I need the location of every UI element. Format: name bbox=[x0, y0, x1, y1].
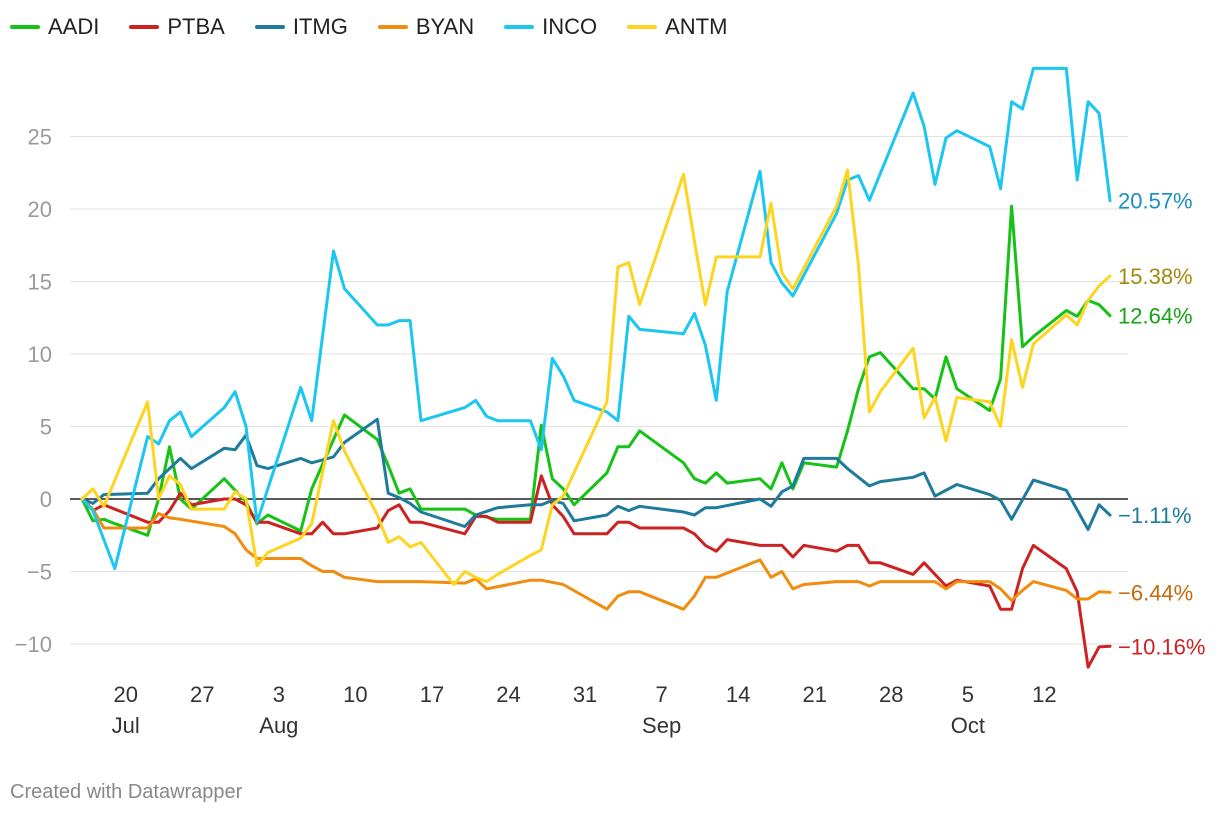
series-lines bbox=[80, 66, 1112, 669]
y-tick-label: 20 bbox=[28, 197, 52, 222]
series-line-byan bbox=[80, 497, 1112, 611]
y-tick-label: 5 bbox=[40, 415, 52, 440]
end-label-inco: 20.57% bbox=[1118, 189, 1193, 214]
legend-swatch bbox=[377, 25, 408, 29]
end-label-antm: 15.38% bbox=[1118, 264, 1193, 289]
y-tick-label: 0 bbox=[40, 487, 52, 512]
line-chart: −10 −5 0 5 10 15 20 25 20 Jul 27 3 Aug 10 17 24 31 7 Sep 1… bbox=[15, 66, 1205, 738]
end-label-byan: −6.44% bbox=[1118, 580, 1193, 605]
end-label-itmg: −1.11% bbox=[1118, 503, 1192, 528]
x-tick-label: 5 bbox=[962, 682, 974, 707]
x-month-label: Sep bbox=[642, 713, 681, 738]
x-tick-label: 10 bbox=[343, 682, 367, 707]
x-tick-label: 20 bbox=[114, 682, 138, 707]
legend-item-ptba: PTBA bbox=[129, 14, 225, 40]
x-month-label: Jul bbox=[112, 713, 140, 738]
series-line-inco bbox=[80, 66, 1112, 571]
legend-swatch bbox=[10, 25, 40, 29]
x-tick-label: 28 bbox=[879, 682, 903, 707]
legend-label: PTBA bbox=[167, 14, 225, 39]
y-tick-label: 15 bbox=[28, 270, 52, 295]
x-tick-label: 14 bbox=[726, 682, 750, 707]
x-tick-label: 24 bbox=[496, 682, 520, 707]
legend-label: BYAN bbox=[415, 14, 475, 39]
x-tick-label: 17 bbox=[420, 682, 444, 707]
x-tick-label: 3 bbox=[273, 682, 285, 707]
legend-swatch bbox=[254, 25, 285, 29]
y-gridlines bbox=[70, 136, 1128, 645]
end-label-ptba: −10.16% bbox=[1118, 634, 1205, 659]
footer-credit: Created with Datawrapper bbox=[10, 781, 243, 803]
legend-item-antm: ANTM bbox=[627, 14, 727, 40]
legend-label: INCO bbox=[542, 14, 598, 39]
series-line-antm bbox=[80, 168, 1112, 586]
legend-item-itmg: ITMG bbox=[254, 14, 348, 40]
legend-swatch bbox=[129, 25, 160, 29]
series-line-itmg bbox=[80, 417, 1112, 531]
x-month-label: Aug bbox=[259, 713, 298, 738]
y-tick-label: −10 bbox=[15, 632, 52, 657]
legend-swatch bbox=[627, 25, 658, 29]
legend-label: ANTM bbox=[665, 14, 728, 39]
y-tick-labels: −10 −5 0 5 10 15 20 25 bbox=[15, 125, 52, 658]
y-tick-label: 10 bbox=[28, 342, 52, 367]
chart-legend: AADI PTBA ITMG BYAN INCO ANTM bbox=[10, 14, 757, 40]
x-tick-label: 21 bbox=[802, 682, 826, 707]
end-label-aadi: 12.64% bbox=[1118, 304, 1193, 329]
y-tick-label: −5 bbox=[27, 560, 52, 585]
y-tick-label: 25 bbox=[28, 125, 52, 150]
legend-item-byan: BYAN bbox=[377, 14, 475, 40]
x-tick-label: 31 bbox=[573, 682, 597, 707]
x-tick-labels: 20 Jul 27 3 Aug 10 17 24 31 7 Sep 14 21 28 5 Oct 12 bbox=[112, 682, 1057, 738]
legend-item-aadi: AADI bbox=[10, 14, 99, 40]
end-labels: 12.64% −10.16% −1.11% −6.44% 20.57% 15.38% bbox=[1118, 189, 1205, 660]
x-tick-label: 27 bbox=[190, 682, 214, 707]
x-tick-label: 12 bbox=[1032, 682, 1056, 707]
legend-swatch bbox=[504, 25, 535, 29]
legend-label: AADI bbox=[48, 14, 100, 39]
x-month-label: Oct bbox=[951, 713, 985, 738]
x-tick-label: 7 bbox=[655, 682, 667, 707]
legend-item-inco: INCO bbox=[504, 14, 597, 40]
legend-label: ITMG bbox=[292, 14, 348, 39]
